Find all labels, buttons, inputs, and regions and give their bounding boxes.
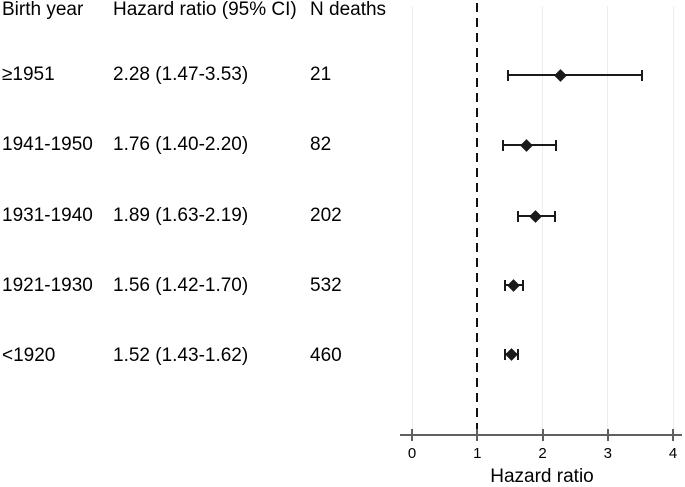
x-axis-tick-label: 1: [473, 445, 482, 462]
column-header-birth-year: Birth year: [2, 0, 84, 20]
hazard-ratio-point-marker: [507, 278, 521, 292]
x-gridline: [672, 6, 674, 435]
x-axis-tick: [541, 429, 544, 441]
x-axis-line: [400, 434, 682, 436]
x-axis-tick: [411, 429, 413, 441]
x-gridline: [607, 6, 609, 435]
ci-lower-cap: [506, 69, 509, 81]
birth-year-value: 1931-1940: [2, 205, 93, 226]
reference-line: [476, 3, 479, 435]
hazard-ratio-point-marker: [554, 68, 568, 82]
ci-upper-cap: [521, 279, 524, 291]
column-header-n-deaths: N deaths: [310, 0, 387, 20]
ci-upper-cap: [641, 69, 644, 81]
birth-year-value: 1921-1930: [2, 275, 93, 296]
confidence-interval-line: [507, 74, 643, 76]
hazard-ratio-value: 1.89 (1.63-2.19): [113, 205, 249, 226]
x-gridline: [411, 6, 413, 435]
hazard-ratio-value: 1.76 (1.40-2.20): [113, 134, 249, 155]
x-axis-tick-label: 0: [407, 445, 417, 462]
hazard-ratio-value: 1.52 (1.43-1.62): [113, 345, 249, 366]
birth-year-value: ≥1951: [2, 64, 55, 85]
ci-lower-cap: [503, 279, 506, 291]
x-axis-tick: [672, 429, 674, 441]
x-gridline: [542, 6, 543, 435]
birth-year-value: 1941-1950: [2, 134, 93, 155]
hazard-ratio-point-marker: [528, 209, 542, 223]
ci-lower-cap: [517, 210, 520, 222]
hazard-ratio-point-marker: [504, 347, 518, 361]
hazard-ratio-value: 1.56 (1.42-1.70): [113, 275, 249, 296]
ci-upper-cap: [553, 210, 556, 222]
n-deaths-value: 532: [310, 275, 342, 296]
x-axis-tick-label: 2: [538, 445, 547, 462]
hazard-ratio-point-marker: [520, 138, 534, 152]
n-deaths-value: 82: [310, 134, 332, 155]
ci-lower-cap: [502, 139, 505, 151]
ci-upper-cap: [516, 348, 519, 360]
x-axis-tick: [606, 429, 609, 441]
x-axis-tick-label: 4: [668, 445, 678, 462]
n-deaths-value: 21: [310, 64, 332, 85]
x-axis-tick-label: 3: [603, 445, 612, 462]
n-deaths-value: 460: [310, 345, 342, 366]
birth-year-value: <1920: [2, 345, 56, 366]
ci-upper-cap: [554, 139, 557, 151]
column-header-hazard-ratio: Hazard ratio (95% CI): [113, 0, 297, 20]
x-axis-title: Hazard ratio: [490, 466, 594, 487]
n-deaths-value: 202: [310, 205, 342, 226]
x-axis-tick: [476, 429, 479, 441]
hazard-ratio-value: 2.28 (1.47-3.53): [113, 64, 249, 85]
